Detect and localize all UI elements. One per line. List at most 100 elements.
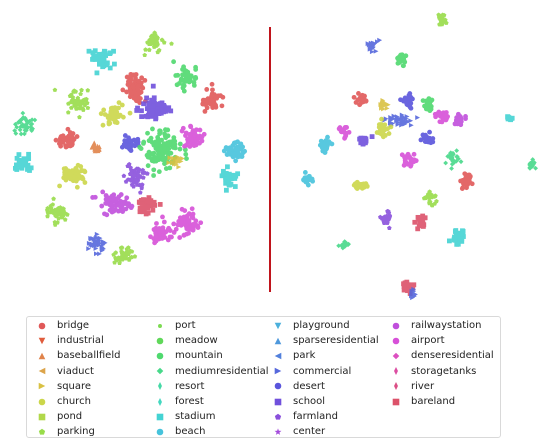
scatter-point — [509, 115, 515, 121]
scatter-point — [166, 160, 172, 166]
cluster-bridge — [53, 126, 80, 150]
scatter-point — [116, 203, 122, 208]
scatter-point — [67, 171, 73, 177]
scatter-point — [13, 121, 18, 127]
legend-label: airport — [411, 335, 445, 347]
circle-marker-icon — [392, 322, 400, 329]
legend-label: school — [293, 396, 326, 408]
scatter-point — [139, 201, 145, 206]
scatter-point — [505, 115, 511, 121]
cluster-school — [357, 134, 375, 147]
triangle-left-marker-icon — [274, 352, 282, 360]
scatter-point — [22, 122, 28, 128]
scatter-point — [204, 87, 210, 92]
scatter-point — [66, 139, 72, 145]
scatter-point — [144, 204, 150, 210]
scatter-point — [369, 49, 375, 55]
scatter-point — [12, 128, 18, 134]
circle-marker-icon — [156, 352, 164, 360]
square-marker-icon — [392, 398, 400, 405]
scatter-point — [155, 102, 161, 107]
circle-marker-icon — [156, 337, 164, 345]
scatter-point — [232, 184, 238, 189]
scatter-point — [187, 144, 193, 149]
scatter-point — [458, 159, 464, 165]
scatter-point — [17, 127, 23, 133]
scatter-point — [358, 96, 364, 102]
scatter-point — [235, 154, 241, 160]
scatter-point — [150, 83, 156, 89]
scatter-point — [342, 239, 348, 245]
legend-item-river: river — [387, 379, 494, 394]
scatter-point — [19, 163, 25, 169]
legend-label: denseresidential — [411, 350, 494, 362]
legend-item-stadium: stadium — [151, 409, 269, 424]
scatter-point — [386, 131, 392, 136]
legend-label: square — [57, 380, 92, 392]
circle-marker-icon — [156, 428, 164, 436]
pentagon-marker-icon — [38, 428, 46, 435]
triangle-down-marker-icon — [38, 337, 46, 345]
legend-item-industrial: industrial — [33, 333, 120, 348]
scatter-point — [386, 209, 391, 214]
scatter-point — [388, 124, 394, 130]
cluster-bridge — [458, 171, 475, 191]
scatter-point — [107, 120, 113, 126]
scatter-point — [96, 236, 102, 242]
scatter-point — [226, 174, 232, 180]
cluster-desert — [119, 133, 141, 154]
circle-marker-icon — [38, 398, 46, 405]
scatter-point — [92, 56, 98, 62]
scatter-point — [419, 221, 424, 227]
legend-item-farmland: farmland — [269, 409, 379, 424]
scatter-point — [455, 241, 461, 247]
scatter-point — [86, 246, 92, 252]
scatter-point — [56, 205, 61, 211]
scatter-point — [406, 288, 412, 293]
scatter-point — [161, 109, 167, 115]
scatter-point — [429, 97, 435, 103]
scatter-point — [64, 175, 69, 181]
scatter-point — [145, 130, 150, 136]
scatter-point — [358, 135, 364, 141]
circle-marker-icon — [274, 383, 282, 390]
scatter-point — [321, 142, 327, 148]
cluster-mountain — [395, 52, 409, 69]
scatter-point — [77, 114, 82, 120]
scatter-point — [150, 207, 156, 213]
scatter-point — [155, 137, 161, 142]
scatter-point — [132, 254, 138, 259]
scatter-point — [447, 238, 452, 244]
scatter-point — [146, 103, 152, 109]
cluster-stadium — [219, 164, 241, 193]
triangle-right-marker-icon — [274, 367, 282, 375]
scatter-point — [168, 108, 174, 114]
scatter-point — [138, 190, 143, 195]
legend-label: stadium — [175, 411, 216, 423]
legend-item-mountain: mountain — [151, 348, 269, 363]
scatter-point — [120, 200, 126, 205]
scatter-point — [151, 95, 157, 101]
scatter-point — [527, 162, 533, 168]
scatter-point — [454, 148, 460, 154]
scatter-point — [192, 132, 198, 138]
scatter-point — [112, 61, 117, 67]
right-scatter-panel — [301, 12, 538, 301]
scatter-point — [219, 173, 225, 179]
triangle-up-marker-icon — [38, 352, 46, 360]
scatter-point — [454, 232, 460, 238]
scatter-point — [60, 208, 65, 213]
scatter-point — [233, 158, 239, 164]
scatter-point — [177, 141, 183, 147]
scatter-point — [128, 170, 134, 176]
scatter-point — [149, 36, 155, 41]
scatter-point — [533, 165, 538, 171]
scatter-point — [90, 195, 96, 200]
scatter-point — [151, 150, 157, 156]
scatter-point — [170, 145, 176, 150]
scatter-point — [120, 87, 126, 93]
scatter-point — [356, 91, 361, 96]
scatter-point — [235, 171, 241, 177]
scatter-point — [422, 215, 428, 221]
scatter-point — [76, 173, 82, 179]
